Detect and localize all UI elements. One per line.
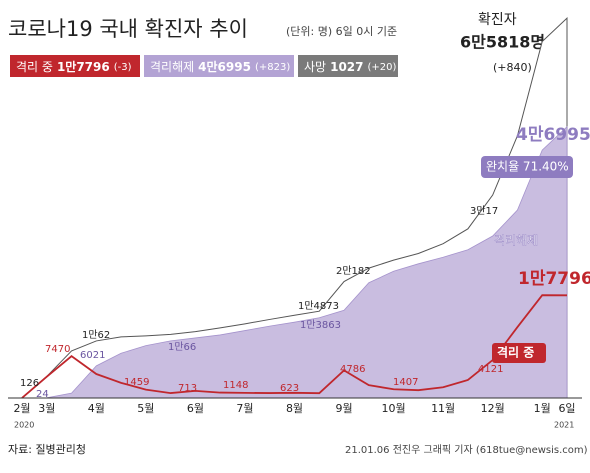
legend-label: 격리해제 xyxy=(150,60,194,74)
x-tick-label: 9월 xyxy=(335,402,352,415)
total-label: 확진자 xyxy=(478,12,517,28)
x-tick-label: 6월 xyxy=(187,402,204,415)
area xyxy=(21,125,568,399)
credit: 21.01.06 전진우 그래픽 기자 (618tue@newsis.com) xyxy=(345,444,588,456)
legend-change: (-3) xyxy=(114,62,132,73)
annotation-box xyxy=(481,156,573,178)
x-tick-label: 11월 xyxy=(431,402,455,415)
legend-value: 1027 xyxy=(330,60,363,74)
annotation: 4만6995 xyxy=(516,125,590,145)
annotation: 완치율 71.40% xyxy=(486,160,569,174)
total-value: 6만5818명 xyxy=(460,33,545,52)
year-label: 2020 xyxy=(14,421,34,430)
annotation: 713 xyxy=(178,383,197,394)
annotation: 1만62 xyxy=(82,329,110,341)
x-tick-label: 6일 xyxy=(558,401,575,415)
annotation: 1만7796 xyxy=(518,269,590,289)
annotation: 24 xyxy=(36,389,49,400)
subtitle: (단위: 명) 6일 0시 기준 xyxy=(286,24,397,38)
x-tick-label: 8월 xyxy=(286,402,303,415)
annotation: 7470 xyxy=(45,344,70,355)
x-tick-label: 12월 xyxy=(481,402,505,415)
source: 자료: 질병관리청 xyxy=(8,443,86,456)
annotation: 1만4873 xyxy=(298,300,339,312)
annotation: 격리 중 xyxy=(497,345,534,360)
year-label: 2021 xyxy=(554,421,574,430)
legend-change: (+823) xyxy=(255,62,290,73)
annotation: 3만17 xyxy=(470,205,498,217)
x-tick-label: 10월 xyxy=(382,402,406,415)
legend-box xyxy=(144,55,294,77)
legend-change: (+20) xyxy=(368,62,397,73)
annotation: 4786 xyxy=(340,364,365,375)
x-tick-label: 1월 xyxy=(534,402,551,415)
x-tick-label: 4월 xyxy=(88,402,105,415)
legend-entry: 격리 중 1만7796 (-3) xyxy=(16,59,132,74)
annotation: 2만182 xyxy=(336,265,371,277)
x-tick-label: 5월 xyxy=(137,402,154,415)
annotation: 623 xyxy=(280,383,299,394)
total-change: (+840) xyxy=(493,61,532,74)
annotation: 4121 xyxy=(478,364,503,375)
legend-value: 4만6995 xyxy=(198,59,251,74)
legend-entry: 격리해제 4만6995 (+823) xyxy=(150,59,290,74)
line xyxy=(21,294,568,399)
annotation: 1만3863 xyxy=(300,319,341,331)
legend-label: 사망 xyxy=(304,60,326,74)
annotation: 1407 xyxy=(393,377,418,388)
legend-value: 1만7796 xyxy=(57,59,110,74)
legend-label: 격리 중 xyxy=(16,60,53,74)
legend-box xyxy=(298,55,398,77)
annotation: 격리해제 xyxy=(494,234,538,248)
x-tick-label: 3월 xyxy=(38,402,55,415)
annotation: 1148 xyxy=(223,380,248,391)
x-tick-label: 7월 xyxy=(236,402,253,415)
annotation: 1만66 xyxy=(168,341,196,353)
annotation-box xyxy=(492,343,546,363)
annotation: 1459 xyxy=(124,377,149,388)
chart-title: 코로나19 국내 확진자 추이 xyxy=(8,17,248,41)
legend-entry: 사망 1027 (+20) xyxy=(304,60,397,74)
annotation: 6021 xyxy=(80,350,105,361)
annotation: 126 xyxy=(20,378,39,389)
x-tick-label: 2월 xyxy=(13,402,30,415)
legend-box xyxy=(10,55,140,77)
